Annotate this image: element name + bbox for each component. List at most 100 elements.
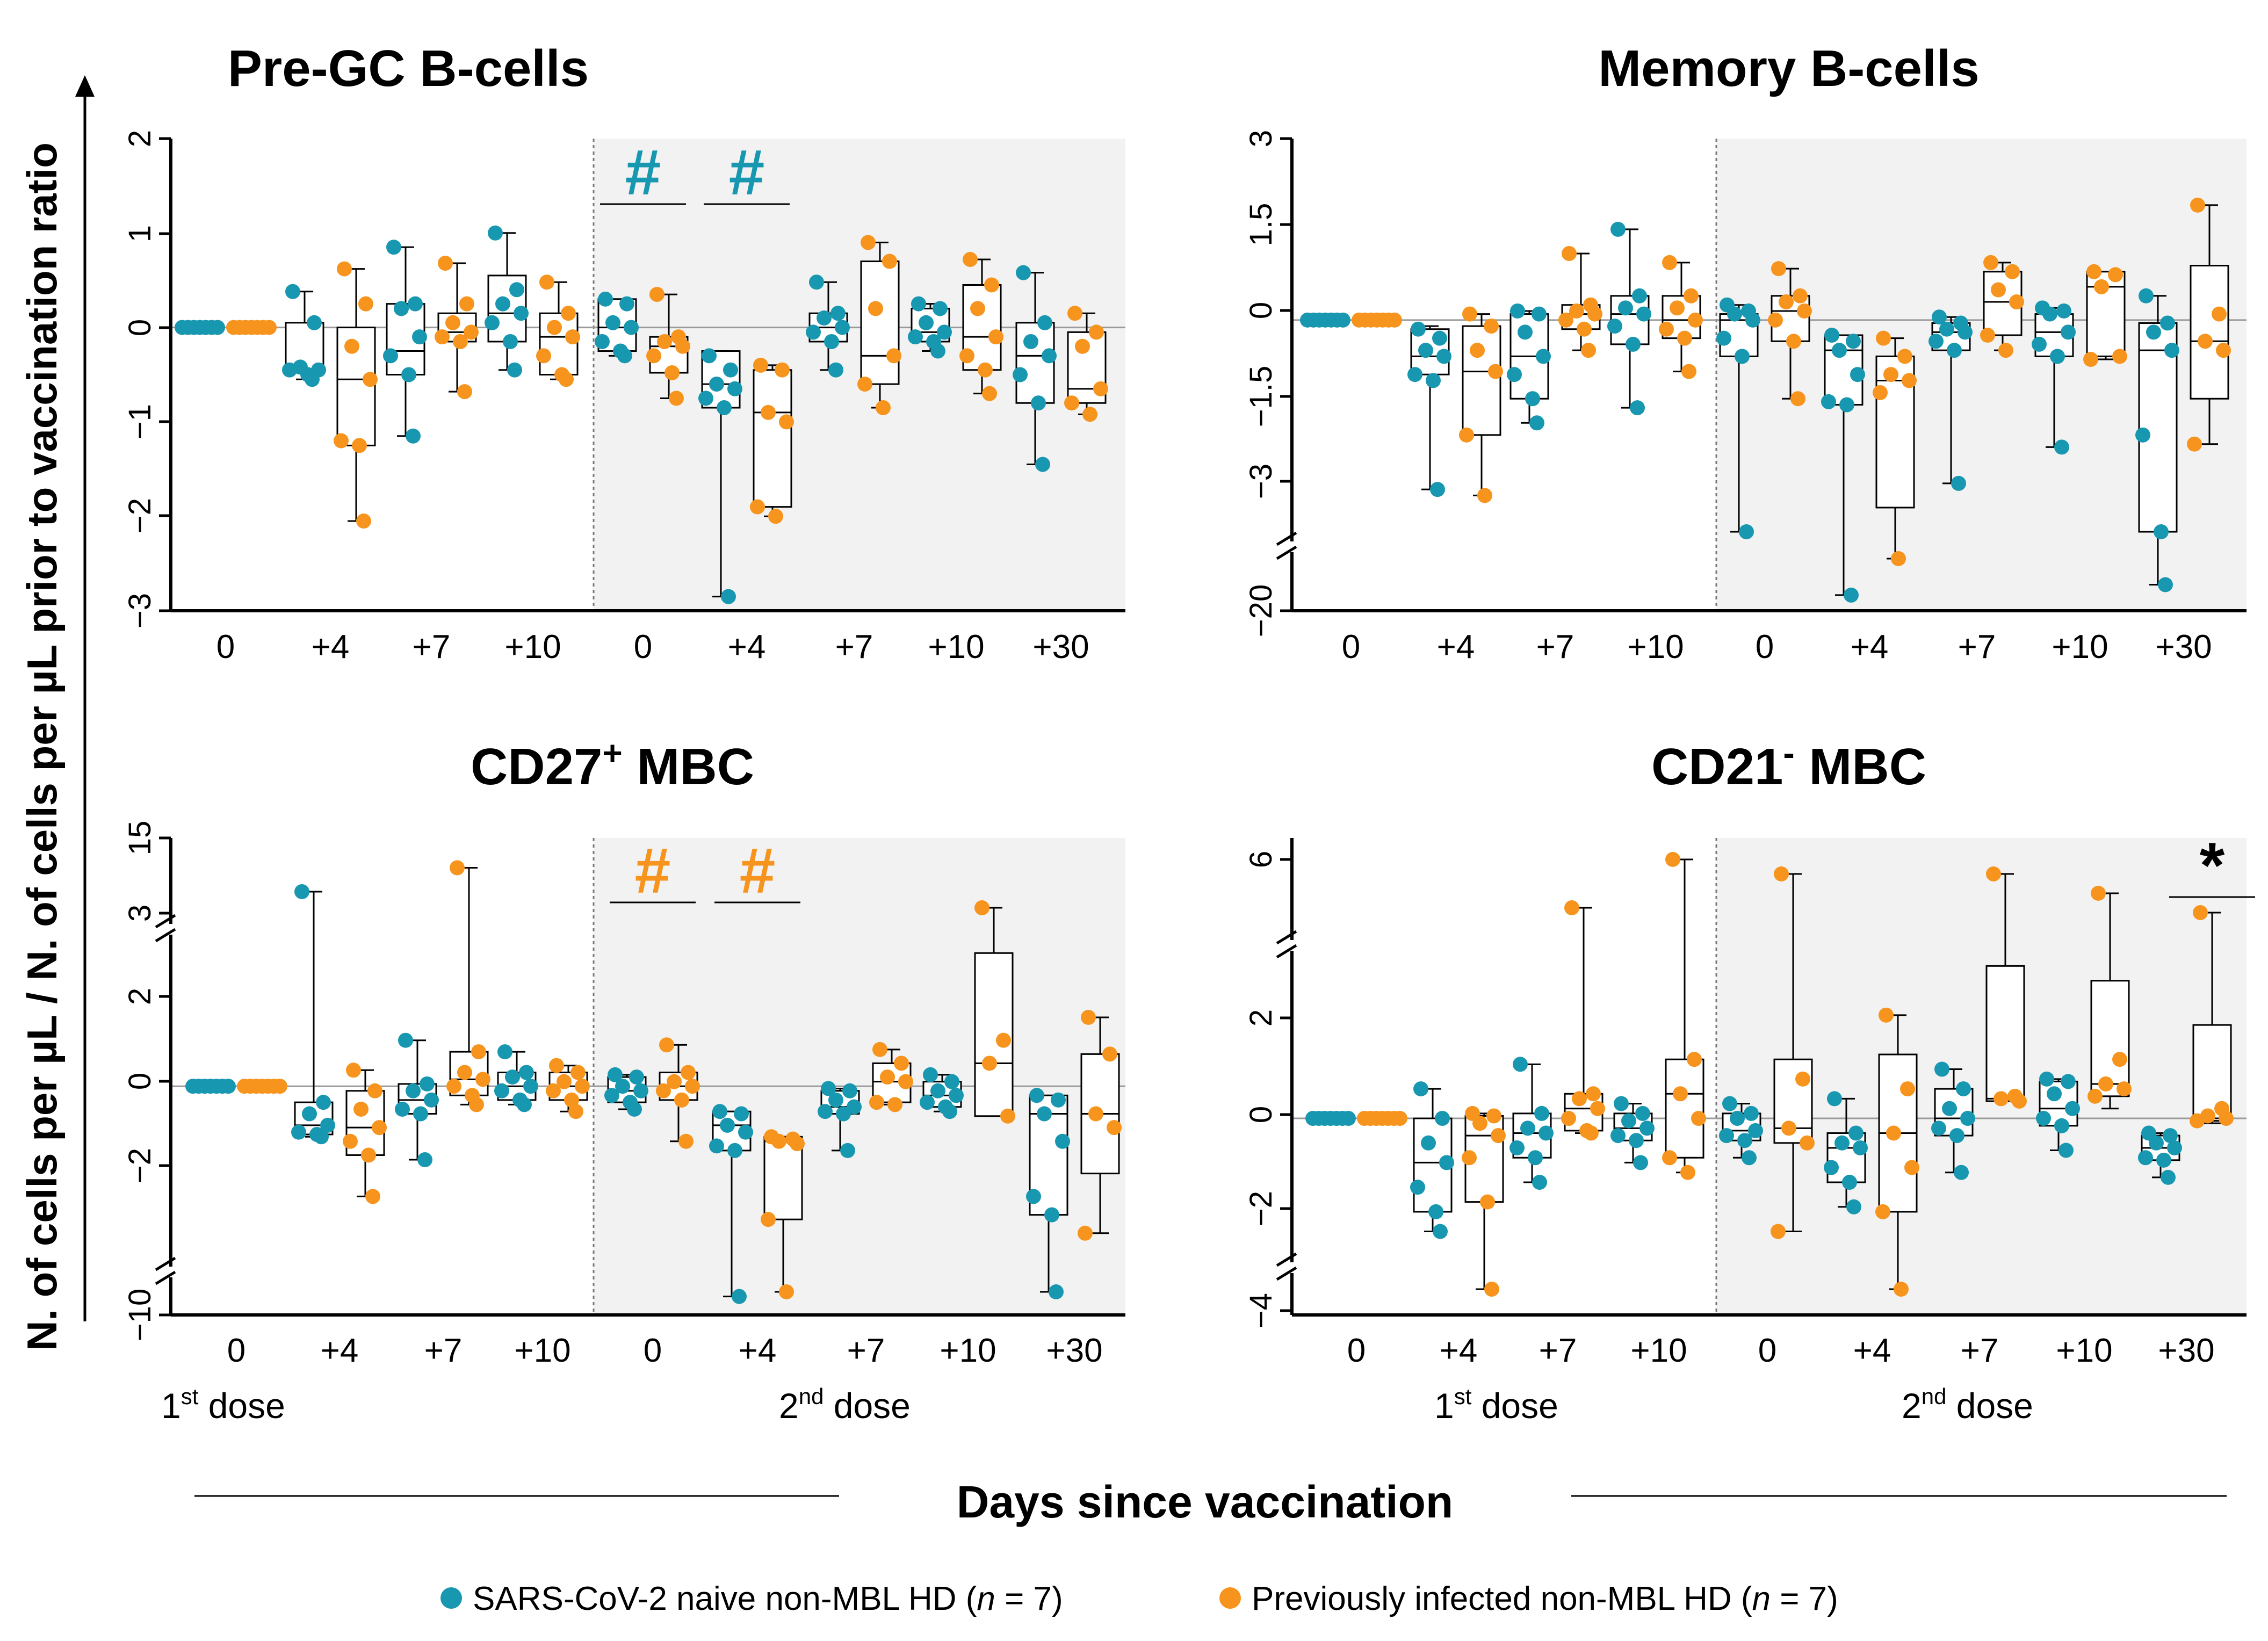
pre-gc-b-cells-infected-point-7-6	[982, 386, 997, 401]
cd21-mbc-title-sup: -	[1783, 734, 1794, 772]
pre-gc-b-cells-infected-point-2-4	[435, 329, 450, 345]
pre-gc-b-cells-infected-point-3-1	[561, 306, 576, 321]
cd27-mbc-naive-point-7-6	[942, 1104, 957, 1119]
cd27-mbc-naive-point-1-2	[302, 1106, 317, 1122]
cd27-mbc-naive-point-7-2	[930, 1083, 945, 1098]
pre-gc-b-cells-naive-point-8-6	[1035, 457, 1050, 472]
pre-gc-b-cells-naive-point-4-6	[617, 348, 632, 364]
cd27-mbc-naive-point-1-3	[320, 1117, 335, 1133]
memory-b-cells-infected-point-7-4	[2083, 352, 2098, 367]
pre-gc-b-cells-naive-point-3-3	[514, 306, 529, 321]
memory-b-cells-infected-point-2-3	[1587, 306, 1602, 322]
cd27-mbc-naive-point-2-2	[406, 1083, 421, 1098]
memory-b-cells-infected-point-3-3	[1688, 312, 1703, 328]
pre-gc-b-cells-infected-box-5-iqr	[753, 369, 792, 508]
cd27-mbc-infected-point-2-6	[469, 1097, 484, 1112]
cd27-mbc-naive-point-7-0	[923, 1067, 938, 1082]
pre-gc-b-cells-naive-point-6-6	[828, 362, 843, 378]
cd27-mbc-infected-point-5-5	[779, 1284, 794, 1299]
pre-gc-b-cells-naive-point-1-0	[285, 284, 300, 299]
cd27-mbc-naive-point-2-4	[395, 1101, 410, 1117]
cd27-mbc-axis-break-mark-a-0	[155, 914, 176, 929]
cd21-mbc-infected-point-7-4	[2088, 1088, 2103, 1104]
cd21-mbc-naive-point-5-3	[1853, 1140, 1868, 1155]
cd27-mbc-infected-point-3-1	[570, 1065, 586, 1080]
pre-gc-b-cells-naive-point-3-1	[509, 282, 524, 298]
cd21-mbc-infected-point-4-1	[1795, 1071, 1810, 1087]
memory-b-cells-naive-point-2-5	[1525, 391, 1540, 407]
dose-label-right: 1st dose 2nd dose	[1434, 1384, 2033, 1426]
cd21-mbc-y-tick-label-0: 6	[1244, 851, 1279, 868]
pre-gc-b-cells-naive-point-6-0	[809, 274, 824, 290]
cd27-mbc-naive-point-2-6	[417, 1152, 432, 1168]
pre-gc-b-cells-infected-point-4-0	[649, 287, 664, 302]
panel-cd27-mbc: 15 3 2 0 −2 −10 0 +4 +7 +10 0 +4 +7 +10 +30 CD27+ MBC # #	[122, 734, 1125, 1369]
cd27-mbc-infected-point-1-3	[372, 1120, 387, 1136]
cd27-mbc-naive-point-4-4	[604, 1088, 619, 1103]
pre-gc-b-cells-x-tick-label-0: 0	[216, 628, 235, 666]
memory-b-cells-naive-point-3-2	[1618, 300, 1633, 316]
memory-b-cells-naive-point-5-6	[1844, 587, 1859, 603]
cd27-mbc-title-main: CD27	[471, 738, 602, 796]
cd21-mbc-naive-point-6-4	[1931, 1120, 1946, 1136]
cd21-mbc-infected-point-2-4	[1561, 1111, 1576, 1126]
pre-gc-b-cells-naive-point-5-5	[717, 400, 732, 416]
memory-b-cells-naive-point-7-2	[2042, 306, 2057, 322]
cd27-mbc-infected-point-7-0	[974, 900, 989, 915]
cd27-mbc-infected-point-4-1	[681, 1065, 696, 1080]
cd27-mbc-naive-point-6-2	[828, 1092, 843, 1108]
cd27-mbc-infected-point-6-0	[872, 1042, 887, 1057]
cd27-mbc-infected-point-4-5	[674, 1092, 689, 1108]
cd21-mbc-infected-point-2-3	[1590, 1101, 1605, 1116]
cd27-mbc-naive-point-8-4	[1026, 1189, 1041, 1204]
cd21-mbc-naive-point-8-5	[2156, 1152, 2171, 1168]
panel-pre-gc-b-cells: 2 1 0 −1 −2 −3 0 +4 +7 +10 0 +4 +7 +10 +30 Pre-GC B-cel…	[122, 40, 1125, 666]
cd27-mbc-x-tick-label-4: 0	[644, 1332, 662, 1369]
legend-naive-name: SARS-CoV-2 naive non-MBL HD	[473, 1580, 957, 1617]
memory-b-cells-infected-point-1-3	[1488, 364, 1503, 379]
cd27-mbc-infected-point-3-0	[549, 1058, 564, 1073]
pre-gc-b-cells-naive-point-4-0	[598, 291, 613, 307]
cd21-mbc-infected-point-7-2	[2098, 1076, 2113, 1091]
cd21-mbc-naive-point-7-6	[2058, 1143, 2074, 1158]
cd27-mbc-naive-point-2-1	[420, 1076, 435, 1091]
cd27-mbc-x-tick-label-6: +7	[847, 1332, 885, 1369]
cd27-mbc-naive-point-8-6	[1049, 1284, 1064, 1299]
cd21-mbc-naive-point-5-5	[1842, 1175, 1857, 1190]
memory-b-cells-naive-point-8-6	[2158, 577, 2173, 592]
cd21-mbc-x-tick-label-8: +30	[2158, 1332, 2214, 1369]
cd27-mbc-infected-point-1-1	[367, 1083, 382, 1098]
cd21-mbc-naive-point-7-1	[2061, 1074, 2076, 1089]
pre-gc-b-cells-infected-point-7-5	[978, 362, 993, 378]
memory-b-cells-axis-break-mark-a-0	[1276, 531, 1297, 546]
cd27-mbc-infected-point-3-6	[568, 1104, 583, 1119]
cd27-mbc-naive-point-1-4	[291, 1124, 306, 1140]
cd21-mbc-naive-point-1-1	[1435, 1111, 1450, 1126]
cd21-mbc-naive-point-7-2	[2047, 1086, 2062, 1102]
memory-b-cells-naive-point-5-3	[1850, 367, 1865, 382]
pre-gc-b-cells-x-tick-label-4: 0	[634, 628, 652, 666]
cd21-mbc-title-main: CD21	[1651, 738, 1783, 796]
cd27-mbc-naive-point-3-4	[494, 1083, 509, 1098]
memory-b-cells-y-tick-label-2: 0	[1244, 302, 1279, 319]
cd21-mbc-naive-point-5-4	[1824, 1160, 1839, 1175]
cd27-mbc-title-rest: MBC	[623, 738, 754, 796]
cd21-mbc-naive-point-5-0	[1827, 1091, 1842, 1107]
memory-b-cells-infected-point-6-1	[2005, 264, 2020, 279]
cd27-mbc-y-tick-label-4: −2	[122, 1148, 157, 1183]
cd27-mbc-naive-point-6-6	[840, 1143, 855, 1158]
cd27-mbc-title-sup: +	[602, 734, 622, 772]
y-axis-label: N. of cells per µL / N. of cells per µL …	[18, 142, 66, 1351]
pre-gc-b-cells-infected-point-1-4	[334, 433, 349, 449]
cd21-mbc-infected-point-8-3	[2219, 1111, 2234, 1126]
pre-gc-b-cells-x-tick-label-2: +7	[413, 628, 451, 666]
cd27-mbc-naive-point-4-2	[615, 1079, 630, 1094]
pre-gc-b-cells-infected-point-1-2	[344, 338, 359, 354]
memory-b-cells-x-tick-label-8: +30	[2155, 628, 2212, 666]
memory-b-cells-naive-point-6-0	[1932, 309, 1947, 325]
pre-gc-b-cells-y-tick-label-1: 1	[122, 225, 157, 242]
pre-gc-b-cells-sig-label-0: #	[625, 136, 661, 208]
cd21-mbc-naive-point-6-3	[1960, 1111, 1975, 1126]
cd21-mbc-naive-point-1-0	[1413, 1081, 1428, 1097]
pre-gc-b-cells-infected-point-5-5	[768, 509, 783, 524]
